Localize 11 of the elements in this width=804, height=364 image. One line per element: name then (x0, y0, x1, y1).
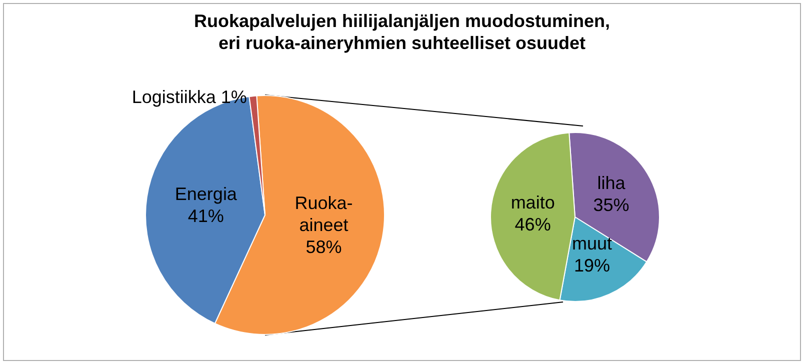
slice-label: Energia (174, 184, 238, 204)
data-label: 41% (188, 206, 224, 226)
data-label: 58% (306, 236, 342, 257)
chart-title: Ruokapalvelujen hiilijalanjäljen muodostuminen, eri ruoka-aineryhmien suhteelliset osuudet (192, 10, 612, 54)
slice-label: muut (572, 234, 612, 254)
slice-label: liha (597, 173, 626, 194)
data-label: 46% (514, 214, 551, 235)
slice-label: maito (510, 192, 555, 213)
data-label: 19% (574, 256, 610, 276)
data-label: 35% (593, 195, 630, 216)
slice-label: Ruoka-aineet (294, 192, 353, 235)
